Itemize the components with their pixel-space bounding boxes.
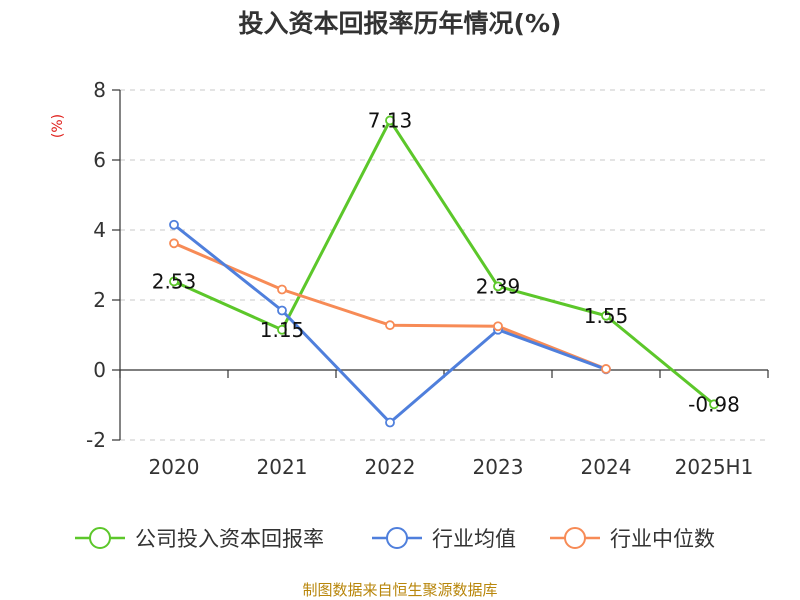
series-2-point (385, 320, 395, 331)
series-2-point (493, 321, 503, 332)
series-1-point (385, 417, 395, 428)
y-tick-label: -2 (86, 428, 106, 452)
series-points (169, 115, 719, 428)
data-label: 2.53 (152, 269, 197, 293)
data-label: 1.15 (260, 318, 305, 342)
legend-label-1: 行业均值 (432, 527, 516, 551)
series-2-point (169, 238, 179, 249)
gridlines (120, 89, 768, 441)
data-label: 1.55 (584, 304, 629, 328)
x-axis: 2020 2021 2022 2023 2024 2025H1 (119, 369, 769, 479)
data-label: -0.98 (688, 392, 740, 416)
x-tick-label: 2024 (581, 455, 632, 479)
legend-label-0: 公司投入资本回报率 (135, 527, 324, 551)
data-labels: 2.53 1.15 7.13 2.39 1.55 -0.98 (152, 108, 740, 416)
y-axis-unit-label: (%) (50, 114, 66, 138)
x-tick-label: 2023 (473, 455, 524, 479)
y-tick-label: 8 (93, 78, 106, 102)
y-axis: -2 0 2 4 6 8 (86, 78, 121, 452)
series-lines (173, 118, 715, 424)
series-1-point (169, 219, 179, 230)
legend-marker-1 (386, 527, 408, 549)
series-0-point (169, 276, 179, 287)
legend-marker-2 (564, 527, 586, 549)
y-tick-label: 4 (93, 218, 106, 242)
series-0-point (601, 310, 611, 321)
chart-title: 投入资本回报率历年情况(%) (239, 9, 562, 38)
series-line-0 (173, 118, 715, 406)
source-note: 制图数据来自恒生聚源数据库 (302, 581, 497, 599)
legend-label-2: 行业中位数 (610, 527, 715, 551)
series-0-point (385, 115, 395, 126)
y-tick-label: 6 (93, 148, 106, 172)
x-tick-label: 2022 (365, 455, 416, 479)
series-1-point (277, 305, 287, 316)
data-label: 2.39 (476, 274, 521, 298)
data-label: 7.13 (368, 108, 413, 132)
legend: 公司投入资本回报率 行业均值 行业中位数 (75, 527, 715, 551)
y-tick-label: 0 (93, 358, 106, 382)
series-line-2 (173, 241, 607, 371)
y-tick-label: 2 (93, 288, 106, 312)
x-tick-label: 2021 (257, 455, 308, 479)
legend-marker-0 (89, 527, 111, 549)
series-0-point (277, 324, 287, 335)
series-0-point (493, 281, 503, 292)
series-2-point (277, 284, 287, 295)
x-tick-label: 2020 (149, 455, 200, 479)
x-tick-label: 2025H1 (675, 455, 754, 479)
series-2-point (601, 364, 611, 374)
series-0-point (709, 399, 719, 410)
